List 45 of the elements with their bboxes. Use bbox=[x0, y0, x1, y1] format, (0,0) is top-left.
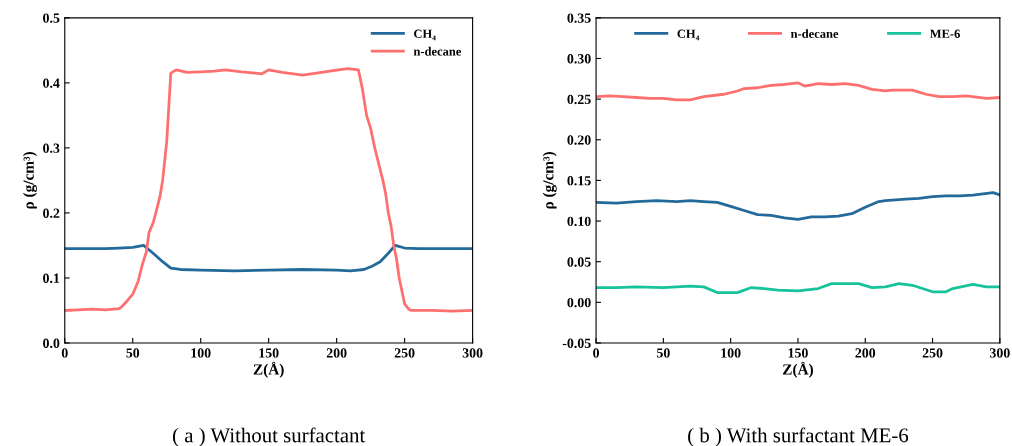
y-tick-label: 0.25 bbox=[567, 94, 591, 105]
x-tick-label: 300 bbox=[989, 348, 1010, 358]
legend-label: n-decane bbox=[413, 46, 462, 56]
y-axis-title: ρ (g/cm³) bbox=[542, 152, 557, 209]
y-tick-label: 0.2 bbox=[43, 208, 60, 218]
y-tick-label: 0.5 bbox=[43, 13, 60, 23]
x-axis-title: Z(Å) bbox=[782, 361, 813, 378]
y-tick-label: 0.05 bbox=[567, 257, 591, 267]
x-tick-label: 100 bbox=[721, 348, 741, 358]
x-tick-label: 150 bbox=[788, 348, 808, 358]
y-tick-label: 0.4 bbox=[43, 78, 60, 88]
y-tick-label: 0.15 bbox=[567, 175, 591, 186]
x-tick-label: 150 bbox=[259, 348, 279, 358]
x-tick-label: 0 bbox=[61, 348, 68, 358]
x-tick-label: 200 bbox=[855, 348, 876, 358]
y-tick-label: 0.1 bbox=[43, 273, 60, 283]
y-tick-label: -0.05 bbox=[562, 338, 591, 348]
x-tick-label: 50 bbox=[126, 348, 140, 358]
x-tick-label: 50 bbox=[656, 348, 670, 358]
legend-label: ME-6 bbox=[929, 29, 960, 38]
y-tick-label: 0.35 bbox=[567, 13, 591, 23]
y-tick-label: 0.0 bbox=[43, 338, 60, 348]
legend-label: CH₄ bbox=[414, 29, 436, 41]
y-axis-title: ρ (g/cm³) bbox=[23, 152, 37, 209]
x-tick-label: 250 bbox=[922, 348, 943, 358]
x-tick-label: 100 bbox=[191, 348, 211, 358]
line-series bbox=[64, 244, 473, 273]
legend-label: n-decane bbox=[790, 29, 839, 38]
x-tick-label: 0 bbox=[593, 348, 600, 358]
y-tick-label: 0.3 bbox=[43, 143, 60, 153]
y-tick-label: 0.10 bbox=[567, 216, 591, 227]
text: ( a ) Without surfactant bbox=[173, 427, 366, 446]
line-series bbox=[596, 191, 1000, 221]
line-series bbox=[596, 282, 1000, 294]
x-tick-label: 250 bbox=[394, 348, 415, 358]
line-series bbox=[596, 81, 1000, 102]
x-axis-title: Z(Å) bbox=[253, 361, 284, 378]
y-tick-label: 0.30 bbox=[567, 54, 591, 64]
x-tick-label: 200 bbox=[326, 348, 347, 358]
y-tick-label: 0.00 bbox=[567, 297, 591, 308]
x-tick-label: 300 bbox=[462, 348, 483, 358]
y-tick-label: 0.20 bbox=[567, 135, 591, 145]
line-series bbox=[64, 67, 473, 313]
legend-label: CH₄ bbox=[677, 29, 700, 41]
text: ( b ) With surfactant ME-6 bbox=[688, 427, 909, 446]
